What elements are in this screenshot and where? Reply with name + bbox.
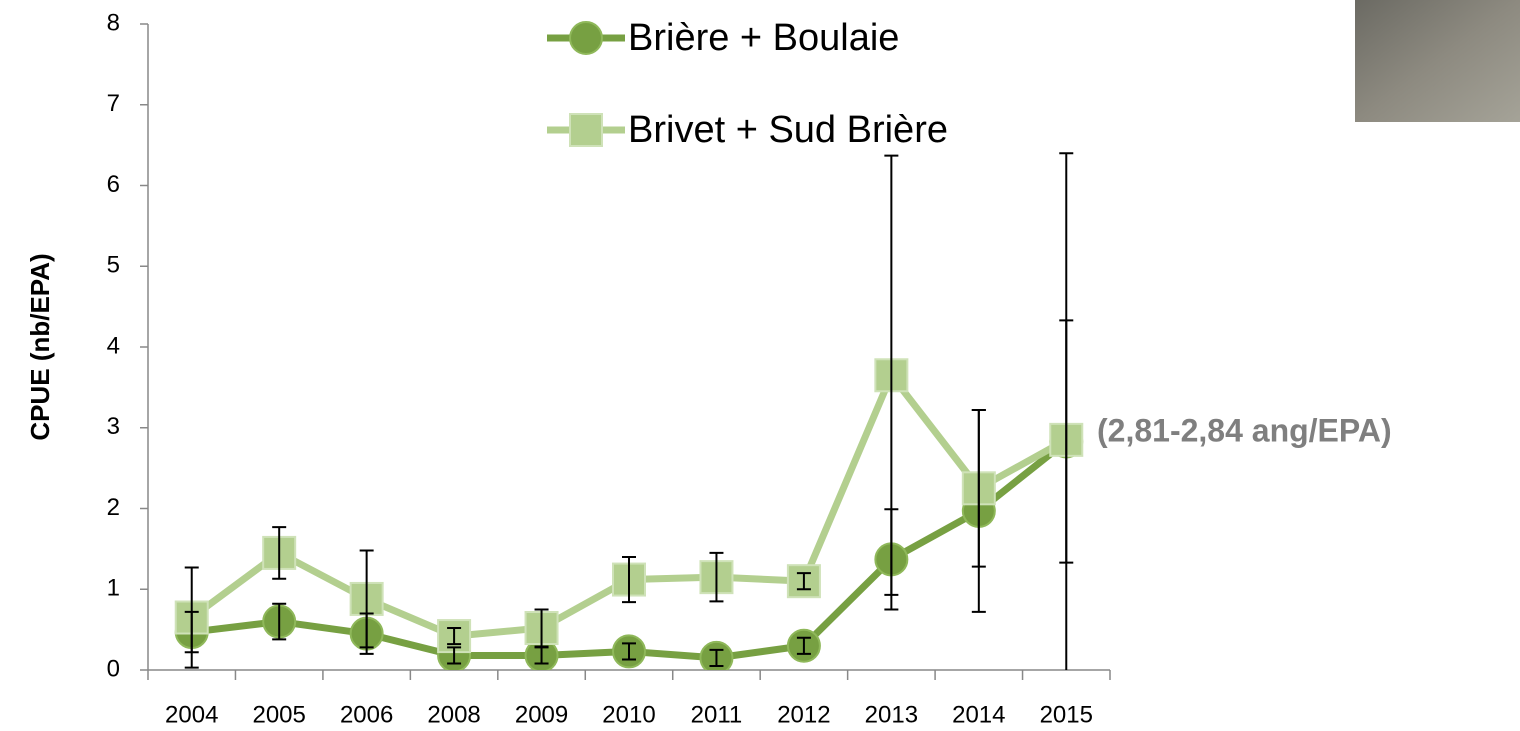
error-bar: [796, 572, 811, 591]
legend-label: Brivet + Sud Brière: [628, 109, 948, 151]
y-axis-label: CPUE (nb/EPA): [25, 253, 55, 440]
error-bar: [447, 627, 462, 646]
x-tick-label: 2011: [691, 701, 743, 728]
legend-label: Brière + Boulaie: [628, 17, 899, 59]
x-tick-label: 2008: [427, 701, 480, 728]
y-tick-label: 2: [107, 494, 120, 521]
x-tick-label: 2014: [952, 701, 1005, 728]
plot-area: [174, 152, 1084, 670]
error-bar: [184, 566, 199, 669]
x-tick-label: 2009: [515, 701, 568, 728]
x-tick-label: 2006: [340, 701, 393, 728]
x-tick-label: 2004: [165, 701, 218, 728]
y-tick-label: 5: [107, 252, 120, 279]
x-tick-label: 2012: [777, 701, 830, 728]
error-bar: [272, 526, 287, 580]
annotation: (2,81-2,84 ang/EPA): [1097, 412, 1392, 448]
y-tick-label: 7: [107, 90, 120, 117]
x-tick-label: 2013: [865, 701, 918, 728]
data-point: [437, 619, 472, 654]
y-tick-label: 0: [107, 655, 120, 682]
x-tick-label: 2005: [252, 701, 305, 728]
y-tick-label: 1: [107, 575, 120, 602]
legend-marker: [569, 21, 603, 55]
error-bar: [272, 602, 287, 641]
photo: [1355, 0, 1520, 122]
x-tick-label: 2010: [602, 701, 655, 728]
error-bar: [796, 636, 811, 655]
error-bar: [622, 642, 636, 661]
error-bar: [709, 648, 724, 667]
x-tick-label: 2015: [1040, 701, 1093, 728]
error-bar: [359, 549, 374, 649]
error-bar: [971, 408, 986, 568]
error-bar: [709, 551, 724, 603]
y-tick-label: 4: [107, 332, 120, 359]
y-tick-label: 6: [107, 171, 120, 198]
y-tick-label: 3: [107, 413, 120, 440]
error-bar: [534, 608, 549, 648]
error-bar: [884, 154, 899, 596]
data-point: [786, 564, 821, 599]
error-bar: [1059, 152, 1074, 670]
error-bar: [447, 646, 462, 665]
series-line: [191, 438, 1069, 662]
error-bar: [622, 555, 636, 604]
legend-marker: [569, 113, 603, 147]
y-tick-label: 8: [107, 9, 120, 36]
